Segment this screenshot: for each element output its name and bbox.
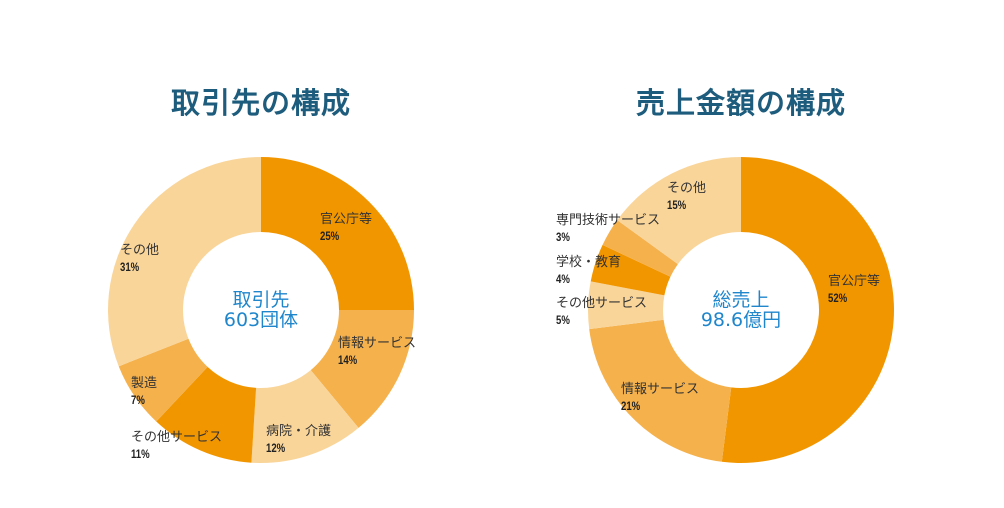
data-label: 情報サービス 21% <box>621 382 700 413</box>
center-label-line2: 98.6億円 <box>700 309 782 331</box>
center-label-line1: 取引先 <box>232 289 290 311</box>
data-label: 学校・教育 4% <box>556 255 622 286</box>
data-label: その他 31% <box>120 243 160 274</box>
donut-slice <box>261 157 414 310</box>
data-label: 専門技術サービス 3% <box>556 213 661 244</box>
data-label: 情報サービス 14% <box>338 336 417 367</box>
donut-slice <box>118 338 208 422</box>
donut-slice <box>251 370 359 463</box>
data-label: その他サービス 11% <box>131 430 223 461</box>
donut-slice <box>587 281 665 330</box>
center-label-line2: 603団体 <box>223 309 299 331</box>
donut-slice <box>602 220 678 277</box>
donut-slice <box>310 310 415 428</box>
donut-slice <box>590 244 671 296</box>
data-label: その他 15% <box>667 181 707 212</box>
center-label-sales: 総売上 98.6億円 <box>661 290 821 330</box>
chart-title-clients: 取引先の構成 <box>170 86 351 120</box>
chart-title-sales: 売上金額の構成 <box>635 86 846 120</box>
donut-slice <box>721 157 894 463</box>
data-label: 官公庁等 52% <box>828 274 881 305</box>
center-label-clients: 取引先 603団体 <box>181 290 341 330</box>
data-label: その他サービス 5% <box>556 296 648 327</box>
data-label: 製造 7% <box>131 376 158 407</box>
data-label: 官公庁等 25% <box>320 212 373 243</box>
donut-slice <box>617 157 741 265</box>
donut-slice <box>589 319 732 462</box>
donut-slice <box>156 366 257 463</box>
donut-slice <box>108 157 262 367</box>
center-label-line1: 総売上 <box>712 289 770 311</box>
data-label: 病院・介護 12% <box>266 424 332 455</box>
